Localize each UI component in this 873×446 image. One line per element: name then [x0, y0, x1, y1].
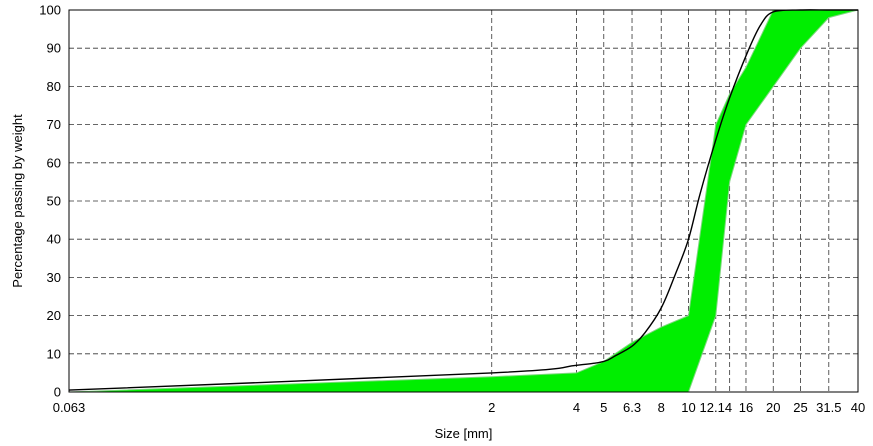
- x-axis-title: Size [mm]: [435, 426, 493, 441]
- y-axis-title: Percentage passing by weight: [10, 114, 25, 288]
- y-tick-label: 60: [47, 155, 61, 170]
- plot-frame: [68, 9, 859, 393]
- x-tick-label: 2: [488, 400, 495, 415]
- x-tick-label: 40: [851, 400, 865, 415]
- x-tick-label: 5: [600, 400, 607, 415]
- y-tick-label: 50: [47, 194, 61, 209]
- y-tick-label: 40: [47, 232, 61, 247]
- y-tick-label: 20: [47, 308, 61, 323]
- x-tick-label: 31.5: [816, 400, 841, 415]
- x-tick-label: 16: [739, 400, 753, 415]
- grid: [69, 10, 858, 392]
- y-tick-label: 100: [39, 3, 61, 18]
- x-tick-label: 8: [658, 400, 665, 415]
- grading-curve-line: [68, 9, 858, 391]
- x-tick-label: 4: [573, 400, 580, 415]
- y-tick-label: 30: [47, 270, 61, 285]
- x-tick-label: 20: [766, 400, 780, 415]
- x-tick-label: 0.063: [53, 400, 86, 415]
- x-tick-label: 6.3: [623, 400, 641, 415]
- tick-labels: 0 10 20 30 40 50 60 70 80 90 100 0.063 2 4 5 6.3 8 10 12.1…: [39, 3, 865, 416]
- x-tick-label: 25: [793, 400, 807, 415]
- x-tick-label: 10: [681, 400, 695, 415]
- x-tick-label: 12.14: [700, 400, 733, 415]
- y-tick-label: 70: [47, 117, 61, 132]
- y-tick-label: 10: [47, 346, 61, 361]
- y-tick-label: 90: [47, 41, 61, 56]
- y-tick-label: 0: [54, 385, 61, 400]
- y-tick-label: 80: [47, 79, 61, 94]
